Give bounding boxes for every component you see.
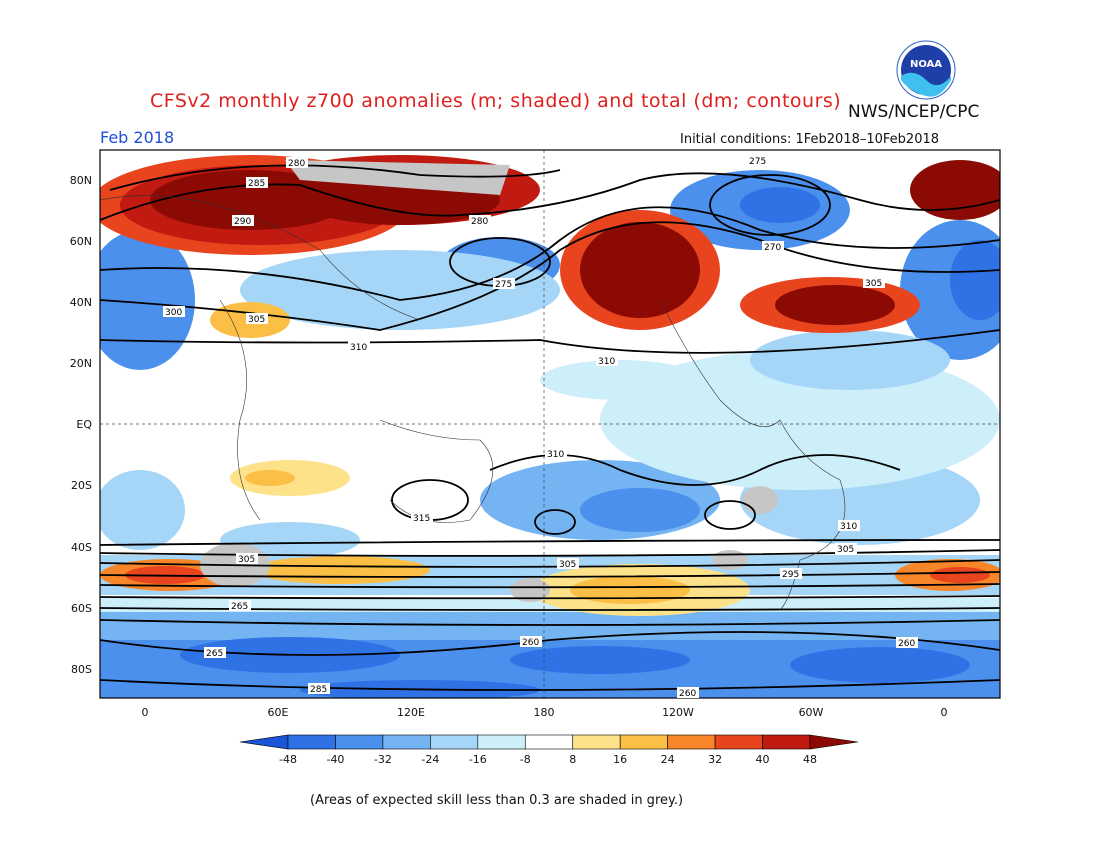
colorbar-tick-label: 8: [569, 753, 576, 766]
svg-text:260: 260: [522, 638, 539, 648]
svg-text:60S: 60S: [71, 602, 92, 615]
colorbar-swatch: [572, 734, 621, 750]
colorbar-tick-label: -48: [279, 753, 297, 766]
colorbar-max-arrow: [809, 734, 859, 750]
svg-text:285: 285: [310, 685, 327, 695]
colorbar-tick-label: 40: [756, 753, 770, 766]
organization-label: NWS/NCEP/CPC: [848, 102, 980, 122]
logo-text: NOAA: [910, 59, 942, 70]
svg-text:265: 265: [231, 602, 248, 612]
svg-text:265: 265: [206, 649, 223, 659]
initial-conditions: Initial conditions: 1Feb2018–10Feb2018: [680, 132, 940, 147]
svg-text:305: 305: [837, 545, 854, 555]
svg-text:290: 290: [234, 217, 251, 227]
svg-text:260: 260: [679, 689, 696, 699]
colorbar-swatch: [714, 734, 763, 750]
svg-text:315: 315: [413, 514, 430, 524]
colorbar-tick-label: 32: [708, 753, 722, 766]
contour-labels: 280 285 290 300 305 310 275 270 265 260 …: [163, 155, 918, 699]
svg-text:310: 310: [840, 522, 857, 532]
colorbar-swatch: [287, 734, 336, 750]
colorbar-tick-label: -16: [469, 753, 487, 766]
svg-text:180: 180: [534, 706, 555, 719]
svg-text:80S: 80S: [71, 663, 92, 676]
svg-text:60W: 60W: [799, 706, 824, 719]
skill-note: (Areas of expected skill less than 0.3 a…: [310, 793, 684, 808]
colorbar-swatch: [667, 734, 716, 750]
svg-text:310: 310: [598, 357, 615, 367]
colorbar-tick-label: 24: [661, 753, 675, 766]
svg-text:80N: 80N: [70, 174, 92, 187]
longitude-labels: 0 60E 120E 180 120W 60W 0: [142, 706, 948, 719]
map-frame: [99, 149, 1001, 699]
svg-text:305: 305: [559, 560, 576, 570]
colorbar-swatch: [762, 734, 811, 750]
svg-text:295: 295: [782, 570, 799, 580]
svg-text:305: 305: [248, 315, 265, 325]
colorbar-swatch: [335, 734, 384, 750]
svg-text:20S: 20S: [71, 479, 92, 492]
forecast-month: Feb 2018: [100, 128, 175, 147]
svg-text:260: 260: [898, 639, 915, 649]
colorbar-tick-label: 48: [803, 753, 817, 766]
svg-text:40S: 40S: [71, 541, 92, 554]
colorbar-tick-label: -8: [520, 753, 531, 766]
svg-text:0: 0: [941, 706, 948, 719]
colorbar-tick-label: -24: [421, 753, 439, 766]
colorbar-tick-label: 16: [613, 753, 627, 766]
svg-text:275: 275: [495, 280, 512, 290]
anomaly-field: [100, 150, 1000, 698]
svg-text:305: 305: [865, 279, 882, 289]
map-gridlines: [100, 150, 1000, 698]
noaa-logo: NOAA: [896, 40, 956, 100]
colorbar-swatch: [382, 734, 431, 750]
colorbar-min-arrow: [239, 734, 289, 750]
svg-text:0: 0: [142, 706, 149, 719]
svg-text:305: 305: [238, 555, 255, 565]
svg-text:280: 280: [471, 217, 488, 227]
svg-text:40N: 40N: [70, 296, 92, 309]
latitude-labels: 80N 60N 40N 20N EQ 20S 40S 60S 80S: [70, 174, 93, 676]
svg-text:270: 270: [764, 243, 781, 253]
colorbar-legend: -48 -40 -32 -24 -16 -8 8 16 24 32 40 48: [239, 734, 859, 766]
svg-text:275: 275: [749, 157, 766, 167]
svg-text:280: 280: [288, 159, 305, 169]
svg-text:285: 285: [248, 179, 265, 189]
svg-text:300: 300: [165, 308, 182, 318]
svg-text:310: 310: [350, 343, 367, 353]
svg-text:120W: 120W: [662, 706, 694, 719]
svg-text:120E: 120E: [397, 706, 425, 719]
svg-text:20N: 20N: [70, 357, 92, 370]
colorbar-swatch: [619, 734, 668, 750]
colorbar-swatch: [524, 734, 574, 750]
svg-text:EQ: EQ: [76, 418, 92, 431]
chart-title: CFSv2 monthly z700 anomalies (m; shaded)…: [150, 90, 842, 112]
colorbar-swatch: [477, 734, 526, 750]
colorbar-tick-label: -32: [374, 753, 392, 766]
colorbar-swatch: [430, 734, 479, 750]
svg-text:60N: 60N: [70, 235, 92, 248]
svg-text:60E: 60E: [268, 706, 289, 719]
svg-text:310: 310: [547, 450, 564, 460]
colorbar-tick-label: -40: [326, 753, 344, 766]
